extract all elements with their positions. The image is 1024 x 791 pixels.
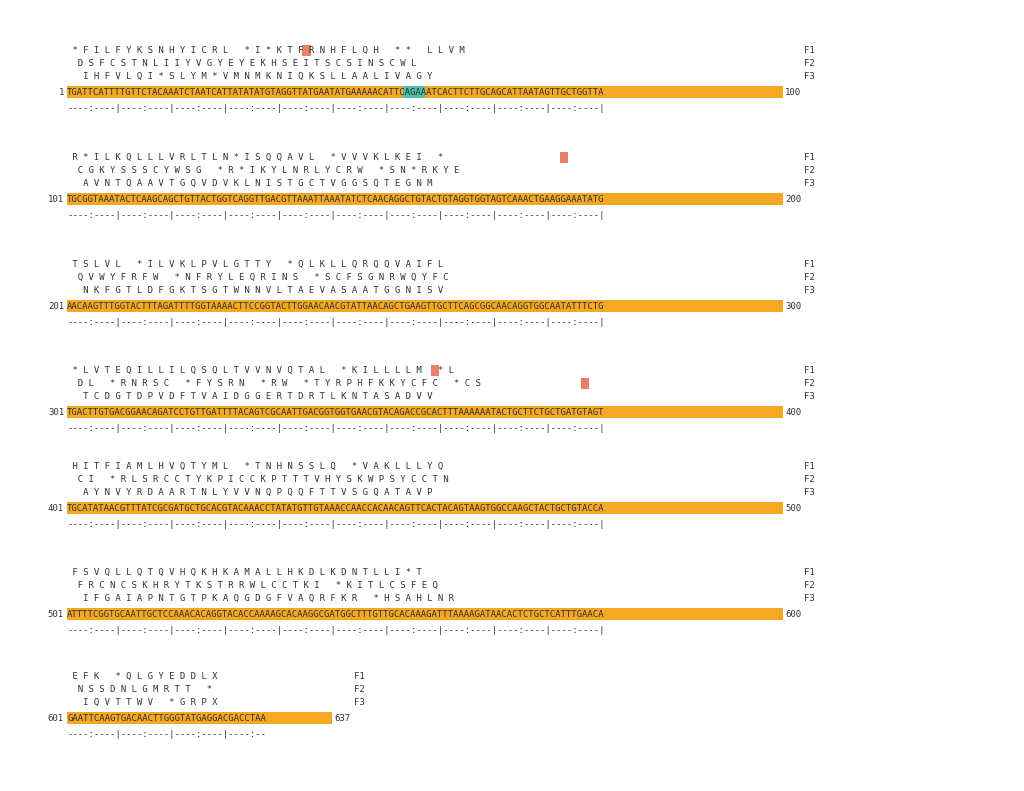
- Text: 301: 301: [48, 408, 63, 417]
- Text: 101: 101: [48, 195, 63, 204]
- Text: 201: 201: [48, 302, 63, 311]
- Text: F1: F1: [804, 568, 815, 577]
- Bar: [67, 193, 782, 205]
- Text: * F I L F Y K S N H Y I C R L   * I * K T F R N H F L Q H   * *   L L V M: * F I L F Y K S N H Y I C R L * I * K T …: [67, 46, 465, 55]
- Text: F1: F1: [804, 462, 815, 471]
- Text: TGCGGTAAATACTCAAGCAGCTGTTACTGGTCAGGTTGACGTTAAATTAAATATCTCAACAGGCTGTACTGTAGGTGGTA: TGCGGTAAATACTCAAGCAGCTGTTACTGGTCAGGTTGAC…: [67, 195, 604, 204]
- Text: F2: F2: [804, 475, 815, 484]
- Text: 600: 600: [785, 610, 801, 619]
- Text: F1: F1: [804, 260, 815, 269]
- Text: F3: F3: [804, 72, 815, 81]
- Text: 1: 1: [58, 88, 63, 97]
- Text: 100: 100: [785, 88, 801, 97]
- Bar: [67, 608, 782, 619]
- Text: F R C N C S K H R Y T K S T R R W L C C T K I   * K I T L C S F E Q: F R C N C S K H R Y T K S T R R W L C C …: [67, 581, 438, 590]
- Text: N K F G T L D F G K T S G T W N N V L T A E V A S A A T G G N I S V: N K F G T L D F G K T S G T W N N V L T …: [67, 286, 443, 295]
- Text: 500: 500: [785, 504, 801, 513]
- Text: F2: F2: [804, 273, 815, 282]
- Text: F3: F3: [804, 488, 815, 497]
- Text: F1: F1: [804, 153, 815, 162]
- Text: TGATTCATTTTGTTCTACAAATCTAATCATTATATATGTAGGTTATGAATATGAAAAACATTCAGAAATCACTTCTTGCA: TGATTCATTTTGTTCTACAAATCTAATCATTATATATGTA…: [67, 88, 604, 97]
- Text: D S F C S T N L I I Y V G Y E Y E K H S E I T S C S I N S C W L: D S F C S T N L I I Y V G Y E Y E K H S …: [67, 59, 417, 68]
- Text: F1: F1: [804, 366, 815, 375]
- Text: D L   * R N R S C   * F Y S R N   * R W   * T Y R P H F K K Y C F C   * C S: D L * R N R S C * F Y S R N * R W * T Y …: [67, 379, 481, 388]
- Text: C G K Y S S S C Y W S G   * R * I K Y L N R L Y C R W   * S N * R K Y E: C G K Y S S S C Y W S G * R * I K Y L N …: [67, 166, 460, 175]
- Text: F3: F3: [804, 179, 815, 188]
- Text: H I T F I A M L H V Q T Y M L   * T N H N S S L Q   * V A K L L L Y Q: H I T F I A M L H V Q T Y M L * T N H N …: [67, 462, 443, 471]
- Text: F3: F3: [804, 594, 815, 603]
- Text: 637: 637: [335, 714, 350, 723]
- Text: ----:----|----:----|----:----|----:----|----:----|----:----|----:----|----:----|: ----:----|----:----|----:----|----:----|…: [67, 318, 604, 327]
- Text: ----:----|----:----|----:----|----:----|----:----|----:----|----:----|----:----|: ----:----|----:----|----:----|----:----|…: [67, 104, 604, 113]
- Text: Q V W Y F R F W   * N F R Y L E Q R I N S   * S C F S G N R W Q Y F C: Q V W Y F R F W * N F R Y L E Q R I N S …: [67, 273, 449, 282]
- Text: TGCATATAACGTTTATCGCGATGCTGCACGTACAAACCTATATGTTGTAAACCAACCACAACAGTTCACTACAGTAAGTG: TGCATATAACGTTTATCGCGATGCTGCACGTACAAACCTA…: [67, 504, 604, 513]
- Text: F2: F2: [804, 166, 815, 175]
- Text: ----:----|----:----|----:----|----:----|----:----|----:----|----:----|----:----|: ----:----|----:----|----:----|----:----|…: [67, 424, 604, 433]
- Text: 400: 400: [785, 408, 801, 417]
- Bar: [582, 378, 590, 388]
- Text: I F G A I A P N T G T P K A Q G D G F V A Q R F K R   * H S A H L N R: I F G A I A P N T G T P K A Q G D G F V …: [67, 594, 454, 603]
- Bar: [431, 365, 439, 376]
- Text: F S V Q L L Q T Q V H Q K H K A M A L L H K D L K D N T L L I * T: F S V Q L L Q T Q V H Q K H K A M A L L …: [67, 568, 422, 577]
- Text: 300: 300: [785, 302, 801, 311]
- Text: 200: 200: [785, 195, 801, 204]
- Text: * L V T E Q I L L I L Q S Q L T V V N V Q T A L   * K I L L L L M   * L: * L V T E Q I L L I L Q S Q L T V V N V …: [67, 366, 454, 375]
- Text: F2: F2: [804, 59, 815, 68]
- Bar: [560, 152, 568, 162]
- Text: F2: F2: [804, 581, 815, 590]
- Text: F2: F2: [353, 685, 365, 694]
- Text: F1: F1: [353, 672, 365, 681]
- Text: TGACTTGTGACGGAACAGATCCTGTTGATTTTACAGTCGCAATTGACGGTGGTGAACGTACAGACCGCACTTTAAAAAAT: TGACTTGTGACGGAACAGATCCTGTTGATTTTACAGTCGC…: [67, 408, 604, 417]
- Text: ----:----|----:----|----:----|----:----|----:----|----:----|----:----|----:----|: ----:----|----:----|----:----|----:----|…: [67, 520, 604, 529]
- Text: F2: F2: [804, 379, 815, 388]
- Text: N S S D N L G M R T T   *: N S S D N L G M R T T *: [67, 685, 212, 694]
- Text: 601: 601: [48, 714, 63, 723]
- Text: A Y N V Y R D A A R T N L Y V V N Q P Q Q F T T V S G Q A T A V P: A Y N V Y R D A A R T N L Y V V N Q P Q …: [67, 488, 432, 497]
- Bar: [67, 502, 782, 513]
- Text: ----:----|----:----|----:----|----:----|----:----|----:----|----:----|----:----|: ----:----|----:----|----:----|----:----|…: [67, 626, 604, 635]
- Text: ATTTTCGGTGCAATTGCTCCAAACACAGGTACACCAAAAGCACAAGGCGATGGCTTTGTTGCACAAAGATTTAAAAGATA: ATTTTCGGTGCAATTGCTCCAAACACAGGTACACCAAAAG…: [67, 610, 604, 619]
- Text: F1: F1: [804, 46, 815, 55]
- Text: A V N T Q A A V T G Q V D V K L N I S T G C T V G G S Q T E G N M: A V N T Q A A V T G Q V D V K L N I S T …: [67, 179, 432, 188]
- Text: 401: 401: [48, 504, 63, 513]
- Text: ----:----|----:----|----:----|----:----|----:----|----:----|----:----|----:----|: ----:----|----:----|----:----|----:----|…: [67, 211, 604, 220]
- Text: GAATTCAAGTGACAACTTGGGTATGAGGACGACCTAA: GAATTCAAGTGACAACTTGGGTATGAGGACGACCTAA: [67, 714, 266, 723]
- Text: F3: F3: [804, 286, 815, 295]
- Text: AACAAGTTTGGTACTTTAGATTTTGGTAAAACTTCCGGTACTTGGAACAACGTATTAACAGCTGAAGTTGCTTCAGCGGC: AACAAGTTTGGTACTTTAGATTTTGGTAAAACTTCCGGTA…: [67, 302, 604, 311]
- Text: F3: F3: [804, 392, 815, 401]
- Text: E F K   * Q L G Y E D D L X: E F K * Q L G Y E D D L X: [67, 672, 217, 681]
- Text: T C D G T D P V D F T V A I D G G E R T D R T L K N T A S A D V V: T C D G T D P V D F T V A I D G G E R T …: [67, 392, 432, 401]
- Text: I H F V L Q I * S L Y M * V M N M K N I Q K S L L A A L I V A G Y: I H F V L Q I * S L Y M * V M N M K N I …: [67, 72, 432, 81]
- Bar: [302, 45, 310, 55]
- Bar: [402, 86, 425, 97]
- Bar: [67, 300, 782, 312]
- Text: ----:----|----:----|----:----|----:--: ----:----|----:----|----:----|----:--: [67, 730, 266, 739]
- Bar: [67, 406, 782, 418]
- Text: F3: F3: [353, 698, 365, 707]
- Text: 501: 501: [48, 610, 63, 619]
- Text: I Q V T T W V   * G R P X: I Q V T T W V * G R P X: [67, 698, 217, 707]
- Text: R * I L K Q L L L V R L T L N * I S Q Q A V L   * V V V K L K E I   *: R * I L K Q L L L V R L T L N * I S Q Q …: [67, 153, 443, 162]
- Bar: [67, 86, 782, 97]
- Text: T S L V L   * I L V K L P V L G T T Y   * Q L K L L Q R Q Q V A I F L: T S L V L * I L V K L P V L G T T Y * Q …: [67, 260, 443, 269]
- Bar: [67, 712, 332, 724]
- Text: C I   * R L S R C C T Y K P I C C K P T T T V H Y S K W P S Y C C T N: C I * R L S R C C T Y K P I C C K P T T …: [67, 475, 449, 484]
